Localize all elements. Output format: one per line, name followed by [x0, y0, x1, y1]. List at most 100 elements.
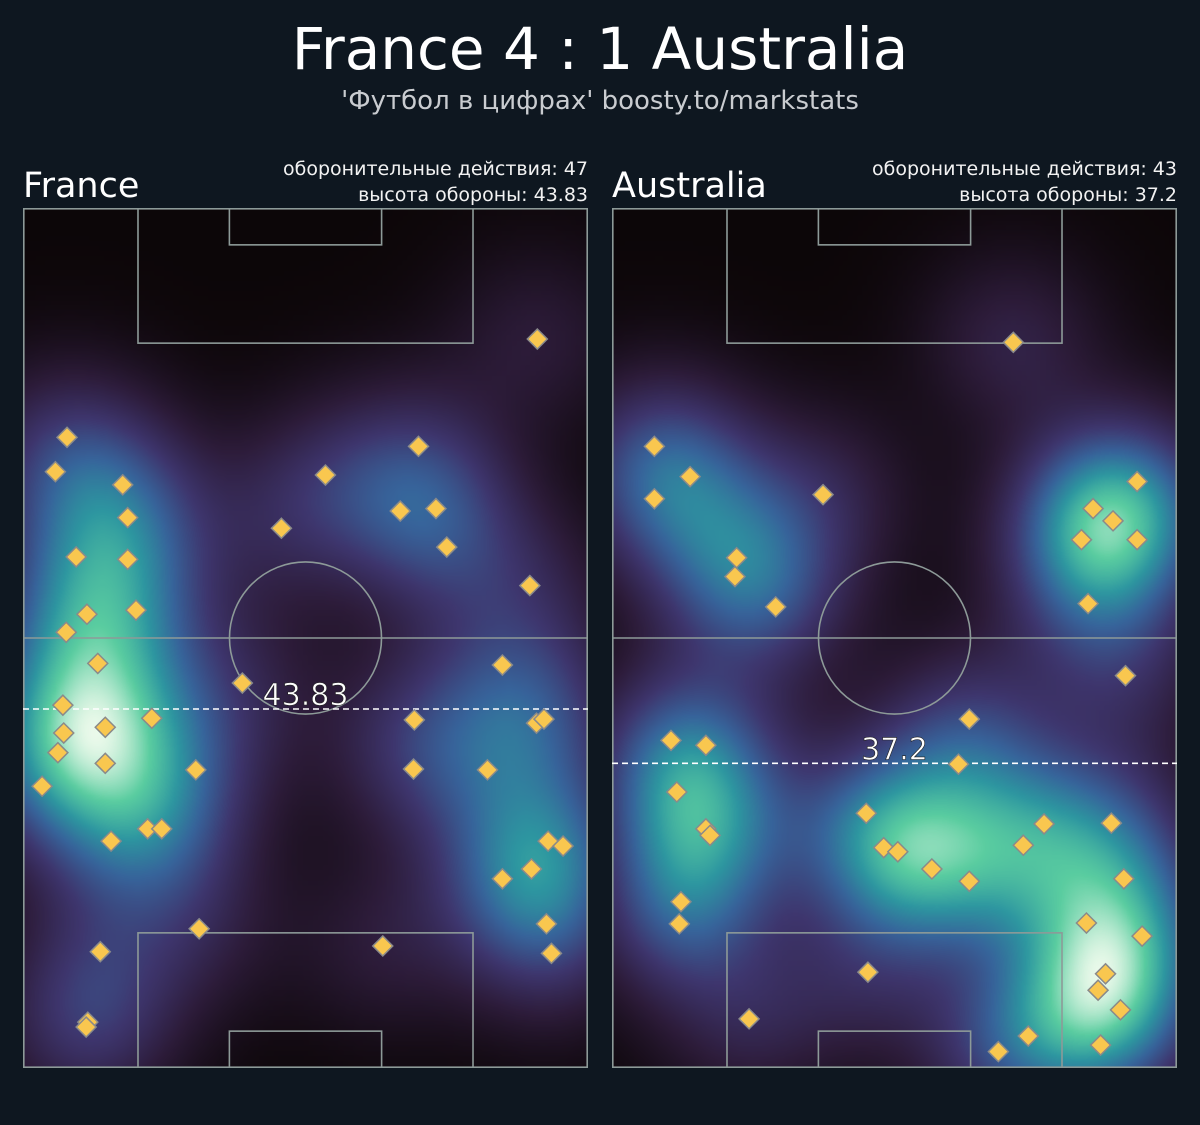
defensive-action-marker	[89, 940, 112, 963]
defensive-action-marker	[491, 867, 514, 890]
defensive-action-marker	[52, 721, 75, 745]
defensive-action-marker	[540, 942, 563, 965]
defensive-action-marker	[668, 912, 691, 935]
defensive-action-marker	[725, 546, 748, 569]
defensive-action-marker	[1126, 528, 1149, 551]
defensive-action-marker	[116, 506, 139, 529]
defensive-action-marker	[184, 758, 207, 781]
defensive-action-marker	[920, 857, 943, 881]
defensive-action-marker	[856, 961, 879, 984]
defensive-action-marker	[435, 536, 458, 559]
defense-height-label: 43.83	[263, 678, 349, 713]
defensive-action-marker	[116, 548, 139, 571]
defensive-action-marker	[188, 917, 211, 940]
defensive-action-marker	[1094, 962, 1117, 985]
defensive-action-marker	[1131, 925, 1154, 948]
defensive-action-marker	[665, 780, 688, 804]
subtitle: 'Футбол в цифрах' boosty.to/markstats	[341, 86, 859, 116]
team-stats: оборонительные действия: 47 высота оборо…	[283, 156, 588, 208]
defensive-action-marker	[389, 499, 412, 523]
defensive-action-marker	[1087, 979, 1110, 1002]
defensive-action-marker	[1089, 1034, 1112, 1057]
defensive-action-marker	[476, 758, 499, 781]
top-penalty-box	[137, 208, 474, 344]
top-penalty-box	[726, 208, 1063, 344]
defensive-action-marker	[75, 603, 99, 626]
defensive-action-marker	[738, 1007, 761, 1030]
defensive-action-marker	[371, 934, 394, 958]
defensive-action-marker	[75, 1015, 98, 1039]
defensive-action-marker	[55, 426, 79, 449]
defensive-action-marker	[958, 870, 981, 893]
defensive-action-marker	[987, 1040, 1010, 1063]
defensive-action-marker	[1012, 834, 1035, 857]
defensive-action-marker	[150, 817, 173, 840]
panel-australia: Australia оборонительные действия: 43 вы…	[612, 150, 1177, 1070]
defensive-action-marker	[94, 752, 117, 775]
defensive-action-marker	[643, 435, 666, 458]
defensive-action-marker	[535, 912, 558, 935]
defensive-action-marker	[46, 741, 69, 764]
defensive-action-marker	[1126, 470, 1149, 493]
defensive-action-marker	[55, 621, 78, 644]
defensive-action-marker	[94, 716, 117, 739]
bottom-penalty-box	[726, 932, 1063, 1068]
defensive-action-marker	[1002, 331, 1025, 354]
defense-height-label: 37.2	[861, 732, 928, 767]
defensive-action-marker	[86, 652, 109, 675]
defensive-action-marker	[491, 653, 514, 677]
top-six-yard-box	[228, 208, 383, 246]
defensive-action-marker	[1100, 812, 1123, 835]
pitch-overlay: 43.83	[23, 208, 588, 1068]
defensive-action-marker	[532, 708, 556, 731]
defensive-action-marker	[31, 775, 54, 798]
bottom-six-yard-box	[228, 1030, 383, 1068]
defensive-action-marker	[140, 707, 163, 730]
defensive-action-marker	[698, 824, 722, 847]
panel-france: France оборонительные действия: 47 высот…	[23, 150, 588, 1070]
defensive-action-marker	[643, 487, 666, 510]
defensive-action-marker	[518, 574, 541, 597]
defensive-action-marker	[1070, 528, 1093, 551]
defensive-action-marker	[764, 595, 787, 618]
defensive-action-marker	[1082, 497, 1105, 520]
defensive-action-marker	[231, 671, 254, 695]
defensive-action-marker	[1017, 1024, 1040, 1048]
team-stats: оборонительные действия: 43 высота оборо…	[872, 156, 1177, 208]
defensive-action-marker	[314, 463, 337, 487]
defensive-action-marker	[100, 830, 123, 853]
defensive-actions-stat: оборонительные действия: 43	[872, 158, 1177, 180]
defensive-action-marker	[1112, 867, 1135, 890]
defensive-action-marker	[679, 465, 702, 488]
bottom-penalty-box	[137, 932, 474, 1068]
match-title: France 4 : 1 Australia	[291, 15, 909, 83]
defensive-action-marker	[402, 757, 425, 781]
team-name: Australia	[612, 166, 767, 206]
defensive-action-marker	[403, 708, 426, 731]
defensive-action-marker	[958, 708, 981, 731]
defensive-action-marker	[407, 435, 430, 458]
center-circle	[817, 561, 972, 715]
defensive-actions-stat: оборонительные действия: 47	[283, 158, 588, 180]
defensive-action-marker	[947, 753, 970, 776]
defensive-action-marker	[1075, 911, 1098, 935]
defensive-action-marker	[111, 473, 134, 496]
defensive-action-marker	[1114, 664, 1137, 687]
defensive-action-marker	[51, 694, 74, 717]
defense-height-stat: высота обороны: 37.2	[959, 184, 1177, 206]
defensive-action-marker	[270, 517, 293, 540]
pitch-overlay: 37.2	[612, 208, 1177, 1068]
defensive-action-marker	[886, 840, 909, 863]
defensive-action-marker	[1077, 592, 1100, 615]
defensive-action-marker	[1109, 998, 1132, 1021]
defensive-action-marker	[44, 460, 67, 483]
defensive-action-marker	[520, 857, 543, 881]
defensive-action-marker	[526, 327, 549, 351]
defense-height-stat: высота обороны: 43.83	[358, 184, 588, 206]
defensive-action-marker	[811, 483, 835, 506]
defensive-action-marker	[669, 890, 693, 913]
bottom-six-yard-box	[817, 1030, 972, 1068]
defensive-action-marker	[1032, 812, 1056, 835]
top-six-yard-box	[817, 208, 972, 246]
defensive-action-marker	[124, 599, 148, 622]
